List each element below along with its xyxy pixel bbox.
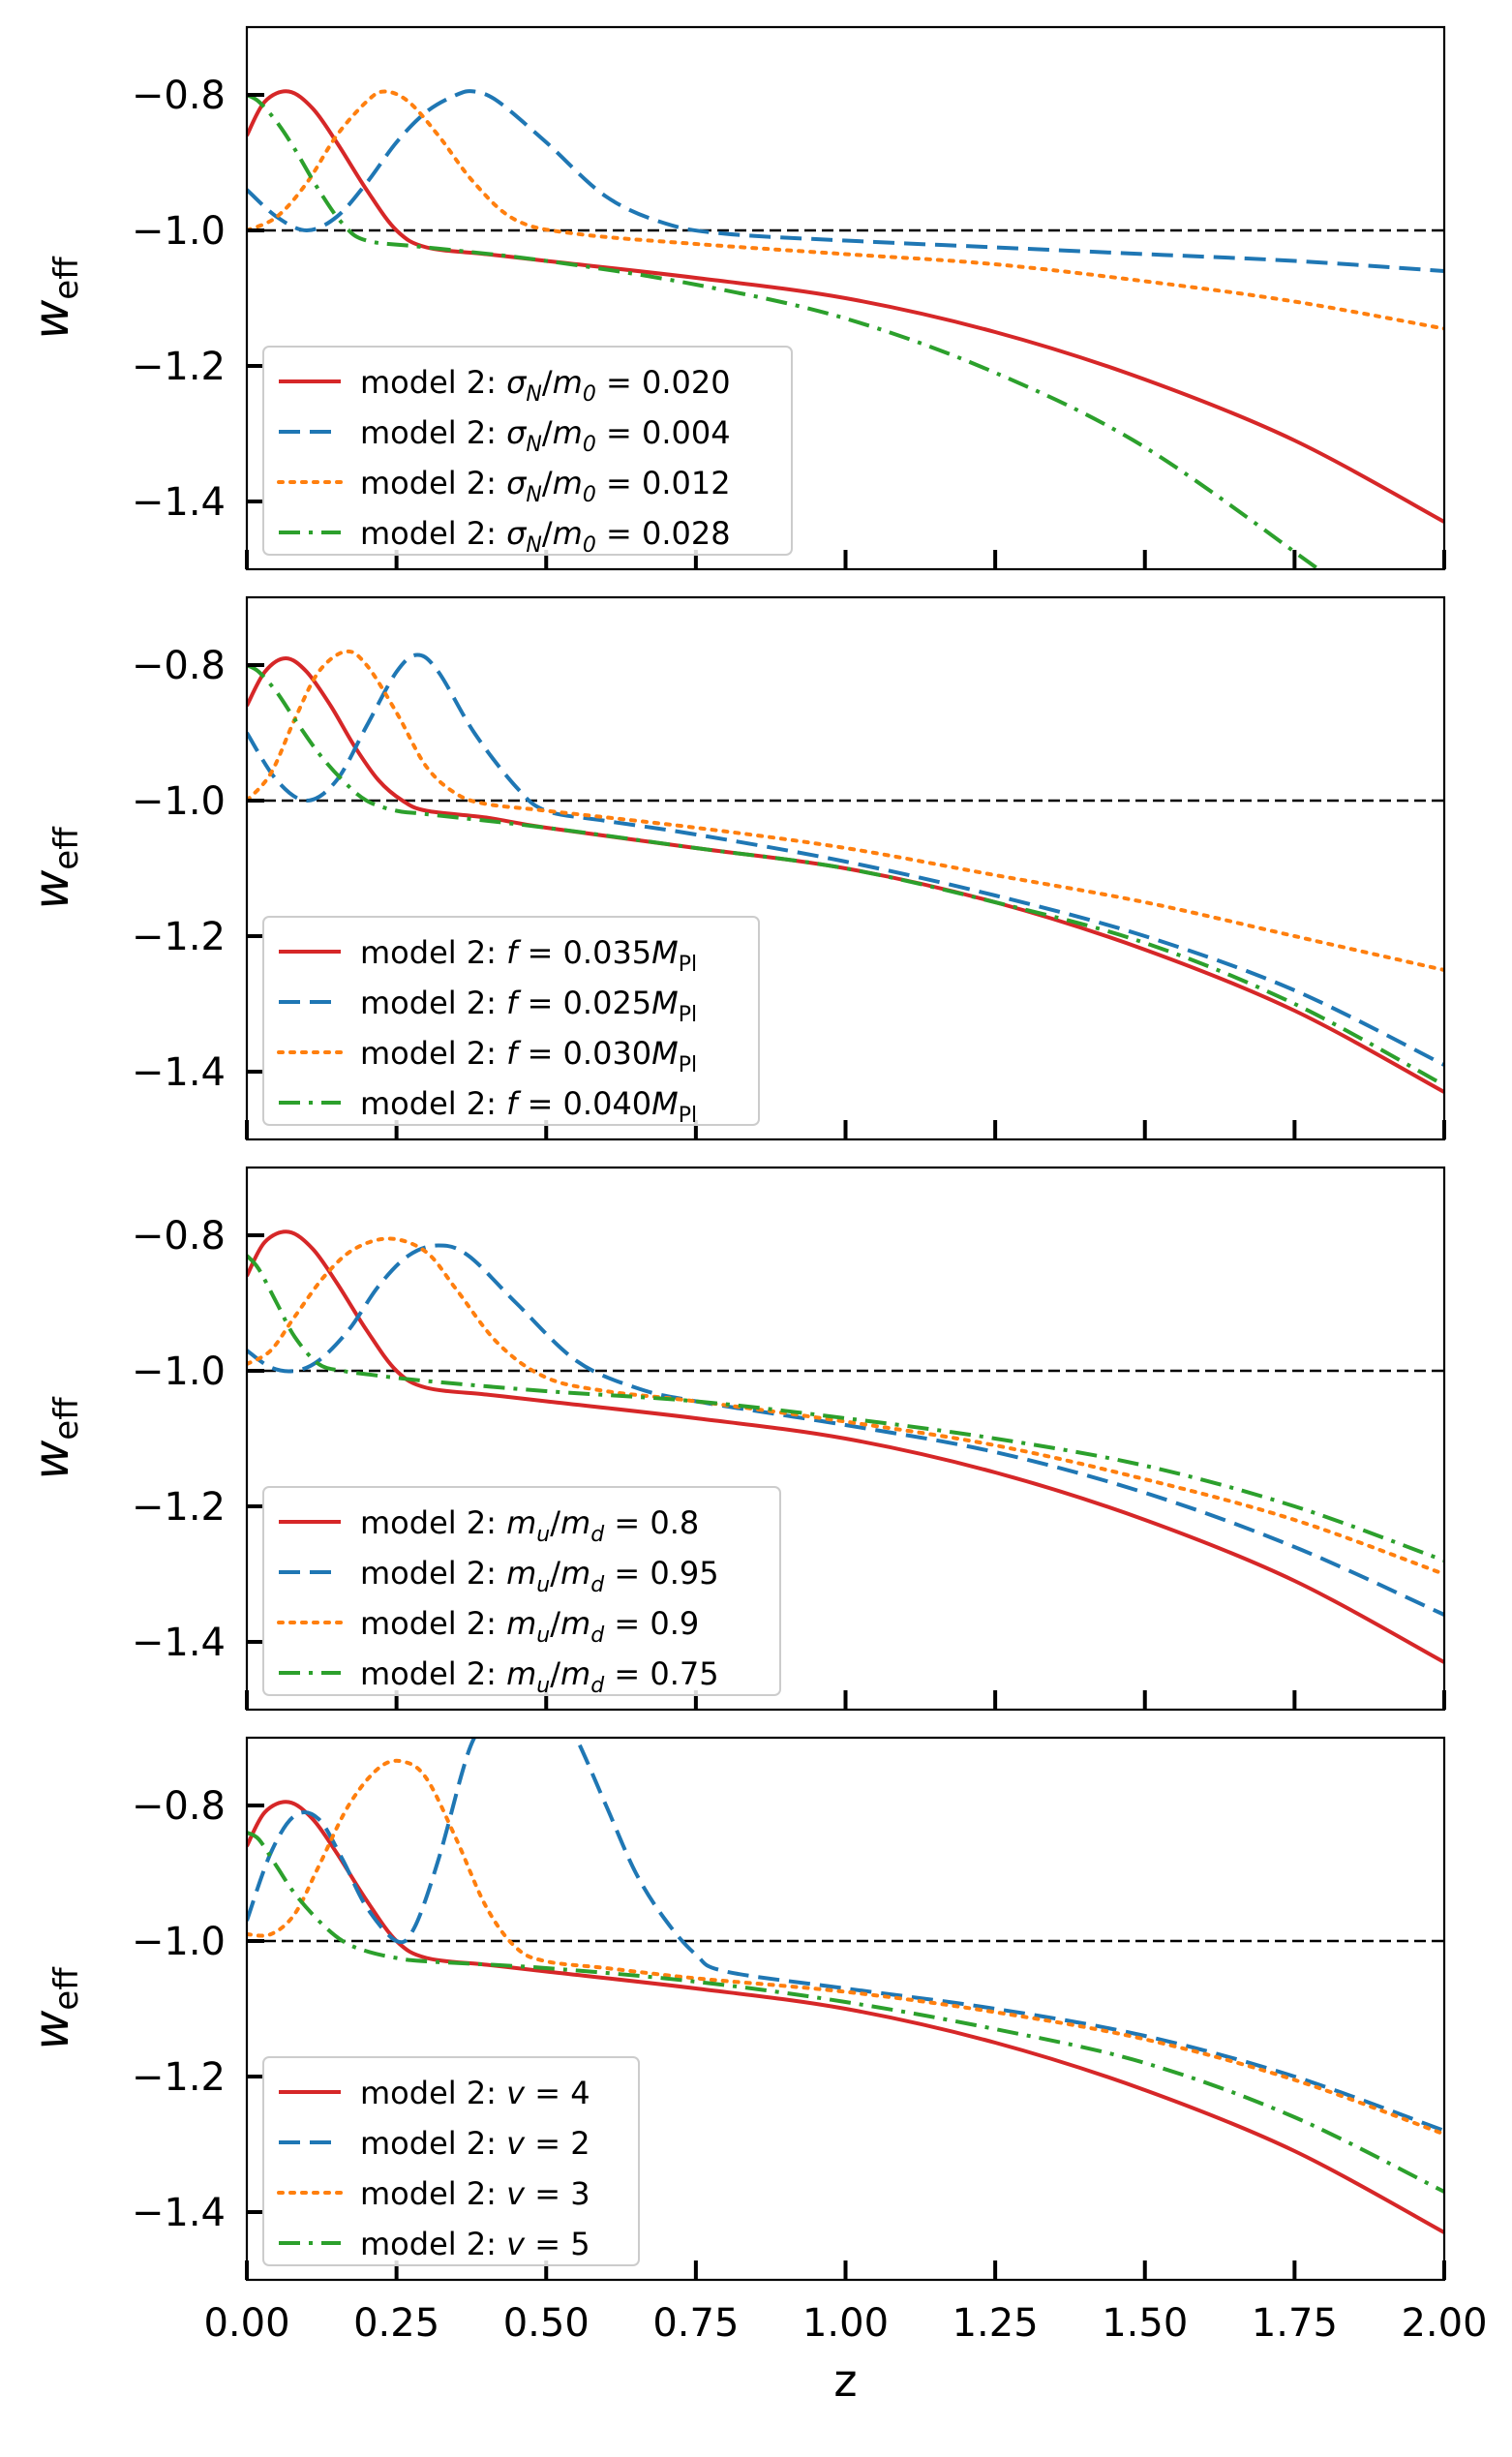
x-tick-label-5: 1.00 xyxy=(802,2301,889,2346)
y-tick-label-1-3: −1.2 xyxy=(132,345,226,389)
legend-4: model 2: v = 4 model 2: v = 2 model 2: v =… xyxy=(262,2056,640,2266)
x-tick-label-9: 2.00 xyxy=(1401,2301,1487,2346)
y-tick-label-3-1: −0.8 xyxy=(132,1214,226,1259)
panel-1: −0.8 −1.0 −1.2 −1.4 weff model 2: σN/m0 = 0.0… xyxy=(23,25,1446,571)
legend-label-4-4: model 2: v = 5 xyxy=(360,2226,590,2262)
y-axis-label-3: weff xyxy=(23,1396,86,1480)
legend-label-2-1: model 2: f = 0.035MPl​ xyxy=(360,934,697,977)
legend-2: model 2: f = 0.035MPl​ model 2: f = 0.025… xyxy=(262,916,760,1128)
legend-box-3 xyxy=(262,1486,781,1696)
panel-2: −0.8 −1.0 −1.2 −1.4 weff model 2: f = 0.035MP… xyxy=(23,595,1446,1141)
legend-label-4-3: model 2: v = 3 xyxy=(360,2175,590,2212)
series-line-1-4 xyxy=(247,93,1320,569)
y-tick-label-3-3: −1.2 xyxy=(132,1485,226,1530)
legend-label-1-1: model 2: σN/m0 = 0.020 xyxy=(360,364,731,407)
x-tick-label-1: 0.00 xyxy=(203,2301,289,2346)
legend-label-1-4: model 2: σN/m0 = 0.028 xyxy=(360,515,731,558)
y-tick-label-2-2: −1.0 xyxy=(132,779,226,824)
y-tick-label-1-4: −1.4 xyxy=(132,480,226,525)
series-line-2-2 xyxy=(247,652,1444,1067)
y-axis-label-4: weff xyxy=(23,1966,86,2050)
y-tick-label-4-2: −1.0 xyxy=(132,1920,226,1964)
y-tick-label-4-3: −1.2 xyxy=(132,2055,226,2100)
series-line-3-3 xyxy=(247,1236,1444,1576)
x-axis-label: z xyxy=(833,2354,857,2407)
legend-box-1 xyxy=(262,346,793,556)
legend-1: model 2: σN/m0 = 0.020 model 2: σN/m0 = 0… xyxy=(262,346,793,558)
panel-3: −0.8 −1.0 −1.2 −1.4 weff model 2: mu/md = 0.8… xyxy=(23,1166,1446,1712)
series-line-3-1 xyxy=(247,1229,1444,1664)
x-tick-label-3: 0.50 xyxy=(503,2301,590,2346)
y-tick-label-2-1: −0.8 xyxy=(132,644,226,688)
legend-label-1-3: model 2: σN/m0 = 0.012 xyxy=(360,465,731,507)
x-tick-label-8: 1.75 xyxy=(1252,2301,1338,2346)
series-line-2-3 xyxy=(247,649,1444,972)
legend-box-4 xyxy=(262,2056,640,2266)
y-tick-label-4-1: −0.8 xyxy=(132,1784,226,1829)
y-axis-label-2: weff xyxy=(23,826,86,910)
legend-label-1-2: model 2: σN/m0 = 0.004 xyxy=(360,414,731,457)
legend-label-2-3: model 2: f = 0.030MPl​ xyxy=(360,1035,697,1077)
x-tick-label-6: 1.25 xyxy=(953,2301,1039,2346)
series-line-4-3 xyxy=(247,1758,1444,2137)
series-line-2-1 xyxy=(247,655,1444,1094)
x-tick-label-2: 0.25 xyxy=(353,2301,439,2346)
legend-label-2-2: model 2: f = 0.025MPl​ xyxy=(360,985,697,1027)
legend-label-3-3: model 2: mu/md = 0.9 xyxy=(360,1605,699,1648)
legend-box-2 xyxy=(262,916,760,1126)
x-tick-label-4: 0.75 xyxy=(652,2301,739,2346)
series-line-3-2 xyxy=(247,1243,1444,1617)
y-tick-label-3-2: −1.0 xyxy=(132,1350,226,1394)
legend-label-4-1: model 2: v = 4 xyxy=(360,2075,590,2111)
y-tick-label-3-4: −1.4 xyxy=(132,1621,226,1665)
y-axis-label-1: weff xyxy=(23,256,86,340)
legend-label-2-4: model 2: f = 0.040MPl​ xyxy=(360,1085,697,1128)
y-tick-label-4-4: −1.4 xyxy=(132,2191,226,2235)
series-line-1-3 xyxy=(247,89,1444,331)
series-line-4-4 xyxy=(247,1831,1444,2194)
series-line-3-4 xyxy=(247,1254,1444,1562)
legend-label-3-1: model 2: mu/md = 0.8 xyxy=(360,1504,699,1547)
legend-label-3-2: model 2: mu/md = 0.95 xyxy=(360,1555,719,1597)
legend-label-4-2: model 2: v = 2 xyxy=(360,2125,590,2162)
y-tick-label-1-1: −0.8 xyxy=(132,74,226,118)
y-tick-label-2-4: −1.4 xyxy=(132,1050,226,1095)
series-line-2-4 xyxy=(247,663,1444,1087)
x-tick-label-7: 1.50 xyxy=(1102,2301,1188,2346)
series-line-1-2 xyxy=(247,89,1444,273)
y-tick-label-1-2: −1.0 xyxy=(132,209,226,254)
y-tick-label-2-3: −1.2 xyxy=(132,915,226,959)
legend-3: model 2: mu/md = 0.8 model 2: mu/md = 0.9… xyxy=(262,1486,781,1698)
legend-label-3-4: model 2: mu/md = 0.75 xyxy=(360,1655,719,1698)
series-line-4-1 xyxy=(247,1800,1444,2234)
